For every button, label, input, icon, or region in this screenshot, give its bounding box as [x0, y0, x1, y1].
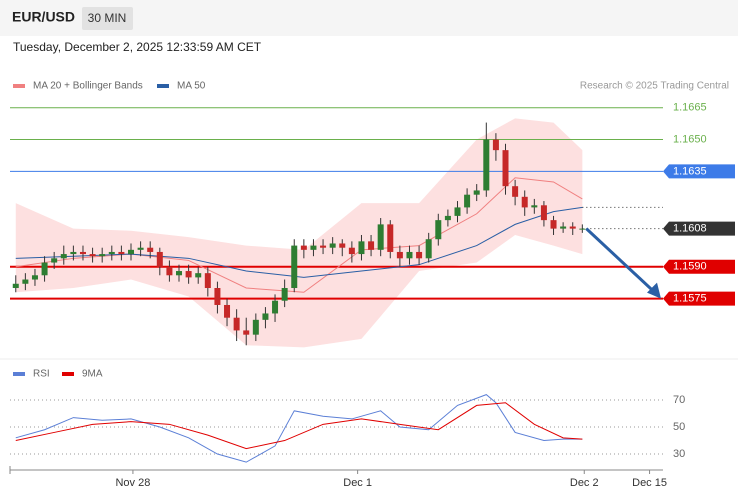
- candle-body: [214, 288, 221, 305]
- candle-body: [60, 254, 67, 259]
- y-tick-label: 70: [673, 394, 685, 406]
- candle-body: [243, 330, 250, 335]
- level-label: 1.1650: [673, 133, 707, 145]
- candle-body: [79, 251, 86, 255]
- candle-body: [137, 247, 144, 250]
- candle-body: [233, 317, 240, 331]
- x-tick-label: Dec 15: [632, 477, 667, 489]
- candle-body: [396, 251, 403, 259]
- candle-body: [550, 220, 557, 229]
- x-tick-label: Dec 1: [343, 477, 372, 489]
- candle-body: [473, 190, 480, 195]
- candle-body: [310, 245, 317, 250]
- candle-body: [272, 300, 279, 314]
- candle-body: [444, 215, 451, 221]
- level-label: 1.1575: [673, 293, 707, 305]
- candle-body: [300, 245, 307, 250]
- candle-body: [454, 207, 461, 216]
- candle-body: [512, 186, 519, 197]
- candle-body: [406, 251, 413, 259]
- candle-body: [262, 313, 269, 320]
- candle-body: [118, 251, 125, 255]
- level-label: 1.1635: [673, 165, 707, 177]
- candle-body: [560, 226, 567, 229]
- candle-body: [329, 243, 336, 248]
- symbol: EUR/USD: [12, 9, 75, 25]
- legend-label: MA 50: [177, 81, 206, 92]
- timeframe-box: [82, 7, 133, 30]
- rsi-line: [15, 394, 583, 463]
- candle-body: [435, 220, 442, 240]
- level-label: 1.1608: [673, 223, 707, 235]
- candle-body: [51, 258, 58, 263]
- candle-body: [483, 139, 490, 191]
- candle-body: [281, 288, 288, 301]
- candle-body: [31, 275, 38, 280]
- timeframe: 30 MIN: [88, 11, 127, 25]
- candle-body: [204, 273, 211, 289]
- level-label-box: [663, 259, 735, 274]
- candle-body: [320, 245, 327, 248]
- candle-body: [377, 224, 384, 250]
- candle-body: [348, 247, 355, 255]
- candle-body: [89, 254, 96, 257]
- candle-body: [579, 228, 586, 230]
- candle-body: [358, 241, 365, 255]
- source: Research © 2025 Trading Central: [580, 81, 729, 92]
- candle-body: [185, 271, 192, 278]
- bollinger-band: [15, 118, 583, 348]
- candle-body: [521, 196, 528, 208]
- candle-body: [540, 205, 547, 221]
- candle-body: [108, 251, 115, 255]
- legend-swatch: [62, 372, 74, 376]
- y-tick-label: 50: [673, 421, 685, 433]
- x-tick-label: Dec 2: [570, 477, 599, 489]
- candle-body: [99, 254, 106, 257]
- candle-body: [387, 224, 394, 252]
- x-tick-label: Nov 28: [115, 477, 150, 489]
- level-label: 1.1665: [673, 102, 707, 114]
- legend-swatch: [13, 372, 25, 376]
- candle-body: [127, 249, 134, 255]
- candle-body: [502, 150, 509, 187]
- legend-swatch: [13, 84, 25, 88]
- forecast-arrow: [585, 227, 657, 294]
- candle-body: [291, 245, 298, 289]
- candle-body: [492, 139, 499, 151]
- candle-body: [176, 271, 183, 276]
- legend-label: MA 20 + Bollinger Bands: [33, 81, 143, 92]
- candle-body: [425, 239, 432, 259]
- legend-label: RSI: [33, 369, 50, 380]
- candle-body: [22, 279, 29, 284]
- legend-label: 9MA: [82, 369, 103, 380]
- candle-body: [41, 262, 48, 276]
- candle-body: [147, 247, 154, 252]
- level-label: 1.1590: [673, 261, 707, 273]
- rsi-line: [15, 402, 583, 450]
- candle-body: [464, 194, 471, 208]
- candle-body: [224, 304, 231, 318]
- candle-body: [166, 266, 173, 276]
- candle-body: [339, 243, 346, 248]
- y-tick-label: 30: [673, 448, 685, 460]
- candle-body: [368, 241, 375, 250]
- candle-body: [531, 205, 538, 208]
- candle-body: [195, 273, 202, 278]
- level-label-box: [663, 164, 735, 179]
- candle-body: [252, 319, 259, 335]
- candle-body: [416, 251, 423, 259]
- legend-swatch: [157, 84, 169, 88]
- candle-body: [569, 226, 576, 229]
- level-label-box: [663, 221, 735, 236]
- level-label-box: [663, 291, 735, 306]
- candle-body: [70, 251, 77, 255]
- subtitle: Tuesday, December 2, 2025 12:33:59 AM CE…: [13, 40, 262, 54]
- forecast-arrow-head: [647, 282, 661, 299]
- candle-body: [156, 251, 163, 267]
- candle-body: [12, 283, 19, 289]
